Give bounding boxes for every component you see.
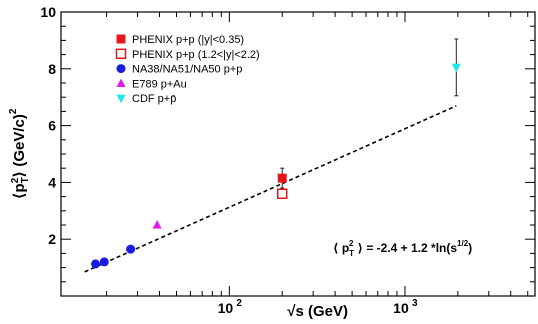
data-points [91,38,461,269]
data-point [99,257,109,267]
legend-marker [116,34,126,44]
legend-label: E789 p+Au [132,78,187,90]
x-axis-title: √s (GeV) [287,303,348,320]
fit-layer [84,105,457,273]
data-point [276,188,288,200]
y-tick-label: 4 [48,174,56,190]
y-tick-label: 2 [48,231,56,247]
legend: PHENIX p+p (|y|<0.35) PHENIX p+p (1.2<|y|… [115,34,260,105]
fit-formula: ⟨ pT2 ⟩ = -2.4 + 1.2 *ln(s1/2) [333,239,472,258]
y-tick-label: 10 [40,4,56,20]
legend-marker [116,64,126,74]
svg-text:⟨pT2⟩ (GeV/c)2: ⟨pT2⟩ (GeV/c)2 [8,108,31,199]
fit-line [84,105,457,273]
x-tick-exponent: 2 [236,298,242,309]
data-point [152,220,162,229]
legend-marker [116,94,126,104]
axis-ticks [61,11,535,297]
y-tick-label: 8 [48,61,56,77]
y-axis-title: ⟨pT2⟩ (GeV/c)2 [8,108,31,199]
data-point [126,244,136,254]
legend-label: PHENIX p+p (|y|<0.35) [132,34,244,46]
legend-marker [116,78,126,87]
x-tick-exponent: 3 [412,298,418,309]
data-point [451,63,461,73]
legend-label: CDF p+p̄ [132,93,176,105]
legend-label: PHENIX p+p (1.2<|y|<2.2) [132,49,260,61]
y-tick-label: 6 [48,118,56,134]
data-point [277,173,287,183]
data-point [91,259,101,269]
x-tick-label: 10 [218,300,234,316]
legend-marker [115,48,127,60]
legend-label: NA38/NA51/NA50 p+p [132,64,242,76]
x-tick-label: 10 [393,300,409,316]
